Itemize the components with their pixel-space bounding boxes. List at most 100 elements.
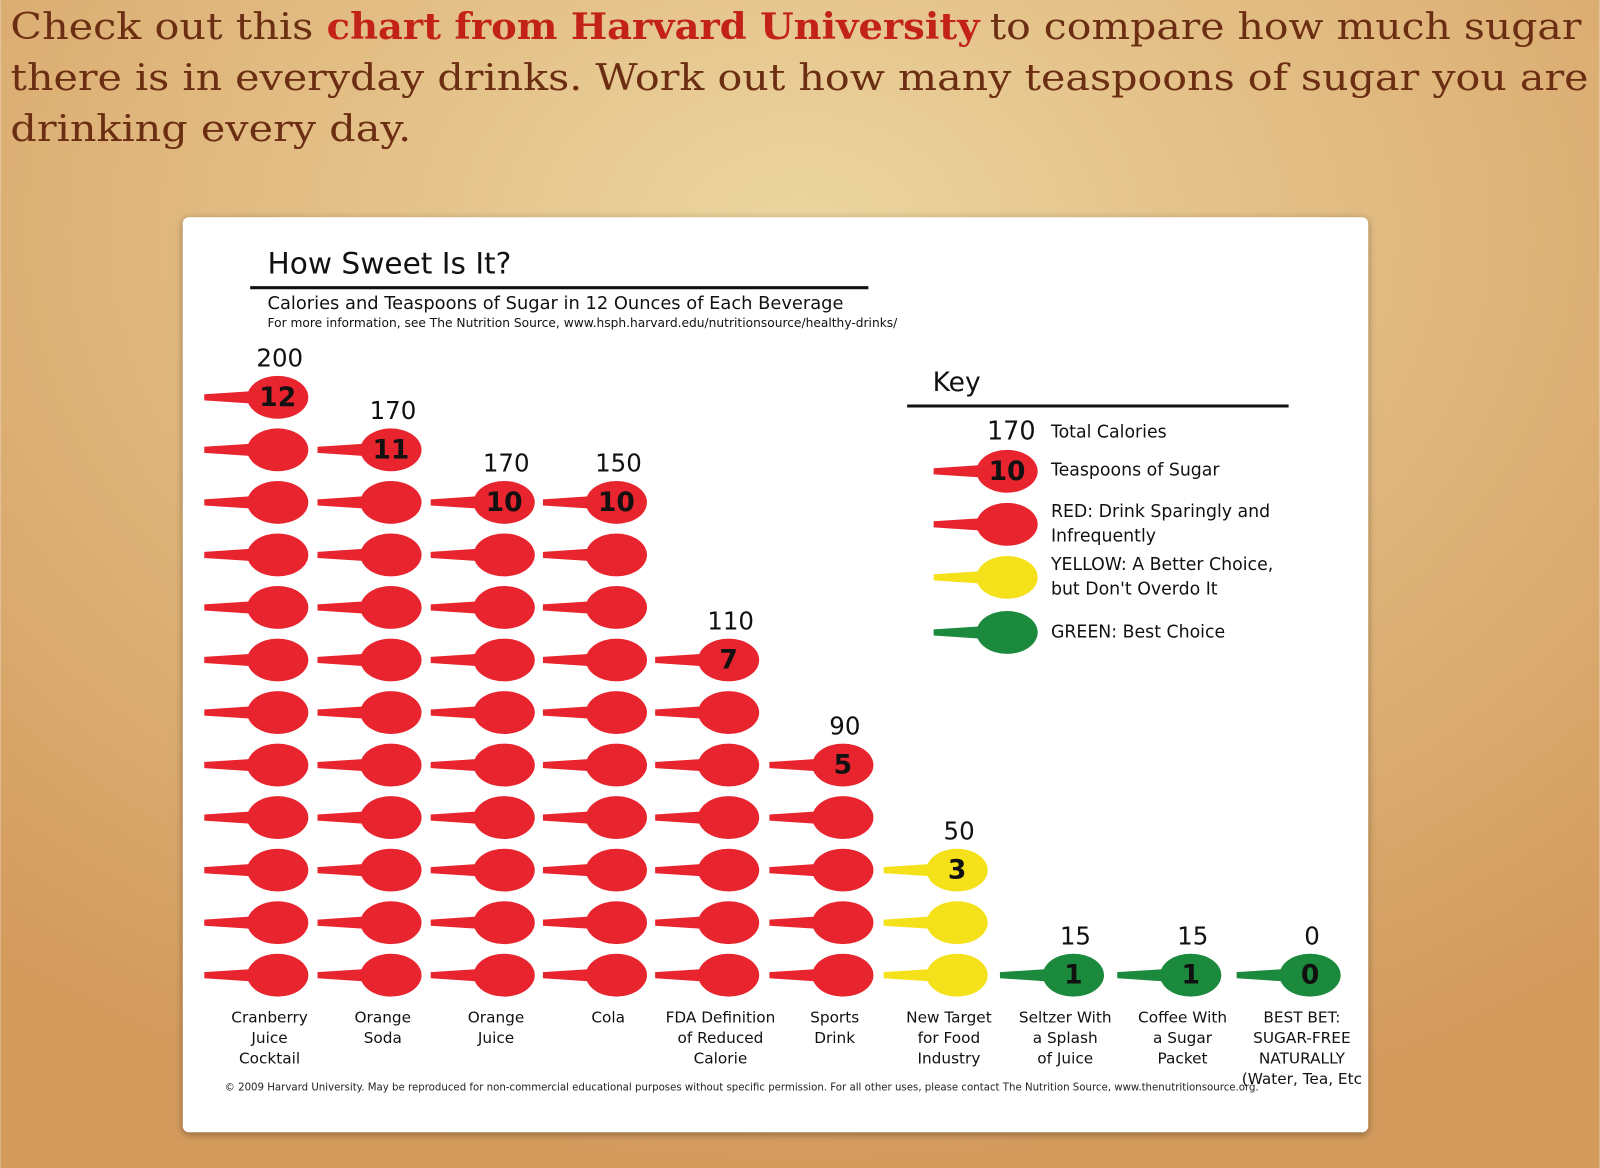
spoon-bowl xyxy=(697,901,760,945)
spoon-handle xyxy=(317,916,365,929)
spoon-bowl xyxy=(926,848,988,892)
spoon-bowl xyxy=(247,638,309,682)
spoon-bowl xyxy=(976,449,1038,493)
spoon-column xyxy=(655,638,760,997)
teaspoon-label: 3 xyxy=(948,855,966,886)
category-label: Orange xyxy=(468,1009,525,1027)
spoon-bowl xyxy=(585,848,647,892)
spoon-bowl xyxy=(247,375,309,419)
spoon-bowl xyxy=(1042,953,1104,997)
key-teaspoons: 10 xyxy=(989,456,1026,487)
spoon-handle xyxy=(542,653,590,667)
spoon-bowl xyxy=(585,796,647,840)
calorie-label: 170 xyxy=(483,449,530,478)
calorie-label: 15 xyxy=(1060,921,1091,950)
spoon-handle xyxy=(204,706,252,719)
spoon-bowl xyxy=(697,796,760,840)
spoon-bowl xyxy=(473,533,535,577)
intro-text: drinking every day. xyxy=(10,107,411,150)
category-label: Packet xyxy=(1158,1049,1208,1067)
intro-link[interactable]: chart from Harvard University xyxy=(327,5,982,48)
category-label: Cranberry xyxy=(231,1009,308,1027)
spoon-handle xyxy=(204,391,252,404)
key-swatch xyxy=(933,611,1038,654)
spoon-bowl xyxy=(247,953,309,997)
spoon-bowl xyxy=(247,428,309,472)
spoon-handle xyxy=(933,518,981,531)
spoon-handle xyxy=(999,969,1047,982)
spoon-handle xyxy=(317,443,365,456)
teaspoon-label: 12 xyxy=(259,382,296,413)
spoon-bowl xyxy=(360,953,422,997)
spoon-bowl xyxy=(1160,953,1222,997)
spoon-bowl xyxy=(812,901,874,945)
category-label: Juice xyxy=(477,1029,514,1047)
spoon-bowl xyxy=(585,953,647,997)
spoon-handle xyxy=(430,916,478,929)
spoon-handle xyxy=(430,496,478,509)
category-label: Coffee With xyxy=(1138,1009,1227,1027)
spoon-handle xyxy=(933,465,981,478)
teaspoon-label: 10 xyxy=(486,487,523,518)
spoon-handle xyxy=(317,548,365,562)
category-label: New Target xyxy=(906,1009,992,1027)
spoon-handle xyxy=(204,653,252,667)
category-label: Soda xyxy=(364,1029,402,1047)
spoon-bowl xyxy=(585,533,647,577)
spoon-handle xyxy=(542,969,590,982)
spoon-handle xyxy=(204,496,252,509)
spoon-bowl xyxy=(812,796,874,840)
key-label: RED: Drink Sparingly and xyxy=(1051,502,1270,522)
spoon-handle xyxy=(542,601,590,614)
spoon-bowl xyxy=(360,533,422,577)
category-label: BEST BET: xyxy=(1263,1009,1340,1027)
spoon-handle xyxy=(883,864,931,877)
key-label: Teaspoons of Sugar xyxy=(1050,460,1220,480)
teaspoon-label: 1 xyxy=(1181,960,1199,991)
teaspoon-label: 7 xyxy=(719,645,737,676)
spoon-bowl xyxy=(360,796,422,840)
spoon-handle xyxy=(317,758,365,772)
spoon-handle xyxy=(317,653,365,667)
category-label: SUGAR-FREE xyxy=(1253,1029,1351,1047)
spoon-handle xyxy=(204,916,252,929)
spoon-handle xyxy=(655,758,703,772)
category-label: Drink xyxy=(814,1029,855,1047)
spoon-bowl xyxy=(360,848,422,892)
spoon-bowl xyxy=(360,480,422,524)
spoon-handle xyxy=(204,548,252,562)
spoon-handle xyxy=(204,811,252,824)
spoon-handle xyxy=(317,864,365,877)
spoon-handle xyxy=(204,601,252,614)
spoon-bowl xyxy=(247,586,309,629)
spoon-bowl xyxy=(473,848,535,892)
spoon-handle xyxy=(655,811,703,824)
calorie-label: 15 xyxy=(1177,921,1208,950)
spoon-handle xyxy=(769,864,817,877)
spoon-handle xyxy=(204,443,252,456)
spoon-handle xyxy=(204,758,252,772)
spoon-column xyxy=(1117,953,1222,997)
calorie-label: 200 xyxy=(256,344,303,373)
category-label: a Splash xyxy=(1033,1029,1098,1047)
spoon-handle xyxy=(317,969,365,982)
spoon-bowl xyxy=(247,796,309,840)
spoon-handle xyxy=(655,864,703,877)
calorie-label: 50 xyxy=(944,816,975,845)
spoon-bowl xyxy=(697,953,760,997)
spoon-bowl xyxy=(473,480,535,524)
spoon-handle xyxy=(430,811,478,824)
spoon-handle xyxy=(430,864,478,877)
spoon-column xyxy=(883,848,988,997)
spoon-handle xyxy=(769,811,817,824)
spoon-handle xyxy=(933,571,981,584)
spoon-bowl xyxy=(247,691,309,734)
chart-title: How Sweet Is It? xyxy=(268,247,512,281)
spoon-bowl xyxy=(585,743,647,787)
spoon-bowl xyxy=(1279,953,1341,997)
spoon-handle xyxy=(430,653,478,667)
spoon-bowl xyxy=(812,848,874,892)
intro-text: Check out this xyxy=(10,5,313,48)
spoon-handle xyxy=(1236,969,1284,982)
